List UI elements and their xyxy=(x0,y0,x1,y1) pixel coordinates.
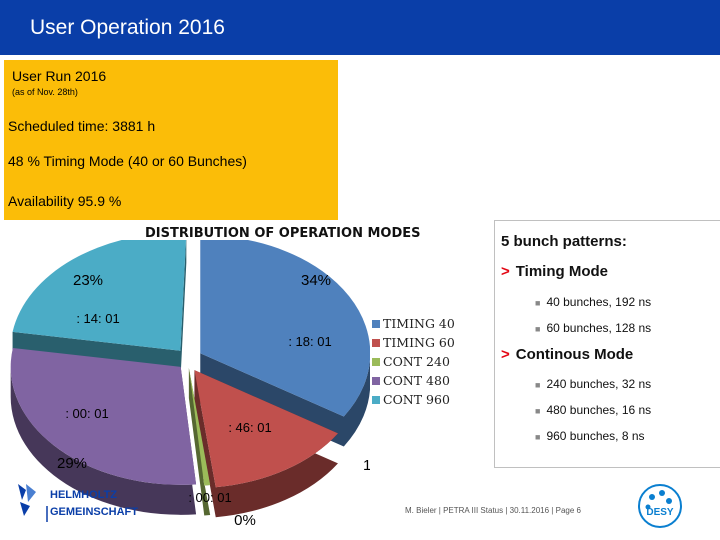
timing-mode-label: Timing Mode xyxy=(515,263,608,280)
list-item-text: 40 bunches, 192 ns xyxy=(546,295,652,309)
list-item: ■ 60 bunches, 128 ns xyxy=(535,321,651,335)
pie-slice-cont-240 xyxy=(188,367,211,486)
pie-slice-cont-960 xyxy=(12,240,186,351)
chart-legend: TIMING 40 TIMING 60 CONT 240 CONT 480 CO… xyxy=(372,314,455,409)
continous-mode-label: Continous Mode xyxy=(515,346,634,363)
arrow-icon: > xyxy=(501,263,510,280)
list-item-text: 960 bunches, 8 ns xyxy=(546,429,645,443)
header-bar: User Operation 2016 xyxy=(0,0,720,55)
pie-time-label: : 46: 01 xyxy=(228,420,271,435)
list-item: ■ 240 bunches, 32 ns xyxy=(535,377,651,391)
legend-swatch xyxy=(372,338,380,347)
patterns-title: 5 bunch patterns: xyxy=(501,233,627,250)
list-item: ■ 960 bunches, 8 ns xyxy=(535,429,645,443)
continous-mode-heading: > Continous Mode xyxy=(501,346,633,363)
pie-slice-side xyxy=(12,240,187,381)
list-item-text: 240 bunches, 32 ns xyxy=(546,377,652,391)
legend-item-cont-480: CONT 480 xyxy=(372,371,455,390)
desy-logo: DESY xyxy=(638,484,682,528)
helmholtz-mark-icon xyxy=(18,484,36,516)
desy-ring-icon xyxy=(638,484,682,528)
legend-item-cont-240: CONT 240 xyxy=(372,352,455,371)
pie-time-label: : 00: 01 xyxy=(65,406,108,421)
pie-percent-label: 29% xyxy=(57,455,87,472)
legend-swatch xyxy=(372,395,380,404)
legend-label: TIMING 40 xyxy=(383,316,455,331)
timing-mode-share: 48 % Timing Mode (40 or 60 Bunches) xyxy=(8,153,247,169)
bullet-icon: ■ xyxy=(535,379,541,390)
scheduled-time: Scheduled time: 3881 h xyxy=(8,118,156,134)
logo-word-1: HELMHOLTZ xyxy=(50,489,117,501)
list-item-text: 480 bunches, 16 ns xyxy=(546,403,652,417)
desy-wordmark: DESY xyxy=(646,507,674,518)
legend-item-timing-60: TIMING 60 xyxy=(372,333,455,352)
legend-item-cont-960: CONT 960 xyxy=(372,390,455,409)
legend-label: TIMING 60 xyxy=(383,335,455,350)
pie-time-label: : 14: 01 xyxy=(76,311,119,326)
pie-slice-cont-480 xyxy=(10,347,197,485)
legend-label: CONT 480 xyxy=(383,373,450,388)
logo-word-2: GEMEINSCHAFT xyxy=(50,506,138,518)
bunch-patterns-panel: 5 bunch patterns: > Timing Mode ■ 40 bunch… xyxy=(494,220,720,468)
arrow-icon: > xyxy=(501,346,510,363)
timing-mode-heading: > Timing Mode xyxy=(501,263,608,280)
page-title: User Operation 2016 xyxy=(30,16,225,39)
legend-label: CONT 960 xyxy=(383,392,450,407)
info-box: User Run 2016 (as of Nov. 28th) Schedule… xyxy=(4,60,338,220)
legend-item-timing-40: TIMING 40 xyxy=(372,314,455,333)
list-item: ■ 40 bunches, 192 ns xyxy=(535,295,651,309)
legend-label: CONT 240 xyxy=(383,354,450,369)
pie-time-label: : 18: 01 xyxy=(288,334,331,349)
bullet-icon: ■ xyxy=(535,405,541,416)
info-title: User Run 2016 xyxy=(12,68,107,84)
footer-citation: M. Bieler | PETRA III Status | 30.11.201… xyxy=(405,506,581,515)
availability: Availability 95.9 % xyxy=(8,193,122,209)
list-item: ■ 480 bunches, 16 ns xyxy=(535,403,651,417)
pie-percent-label: 14% xyxy=(363,457,370,474)
pie-percent-label: 23% xyxy=(73,272,103,289)
bullet-icon: ■ xyxy=(535,323,541,334)
pie-percent-label: 34% xyxy=(301,272,331,289)
bullet-icon: ■ xyxy=(535,297,541,308)
info-subtitle: (as of Nov. 28th) xyxy=(12,87,78,97)
helmholtz-logo: HELMHOLTZ GEMEINSCHAFT xyxy=(18,484,138,522)
pie-slice-timing-40 xyxy=(200,240,370,417)
bullet-icon: ■ xyxy=(535,431,541,442)
pie-percent-label: 0% xyxy=(234,512,256,529)
list-item-text: 60 bunches, 128 ns xyxy=(546,321,652,335)
pie-time-label: : 00: 01 xyxy=(188,490,231,505)
pie-slice-timing-60 xyxy=(194,370,338,488)
legend-swatch xyxy=(372,319,380,328)
chart-title: DISTRIBUTION OF OPERATION MODES xyxy=(145,226,421,241)
legend-swatch xyxy=(372,376,380,385)
legend-swatch xyxy=(372,357,380,366)
